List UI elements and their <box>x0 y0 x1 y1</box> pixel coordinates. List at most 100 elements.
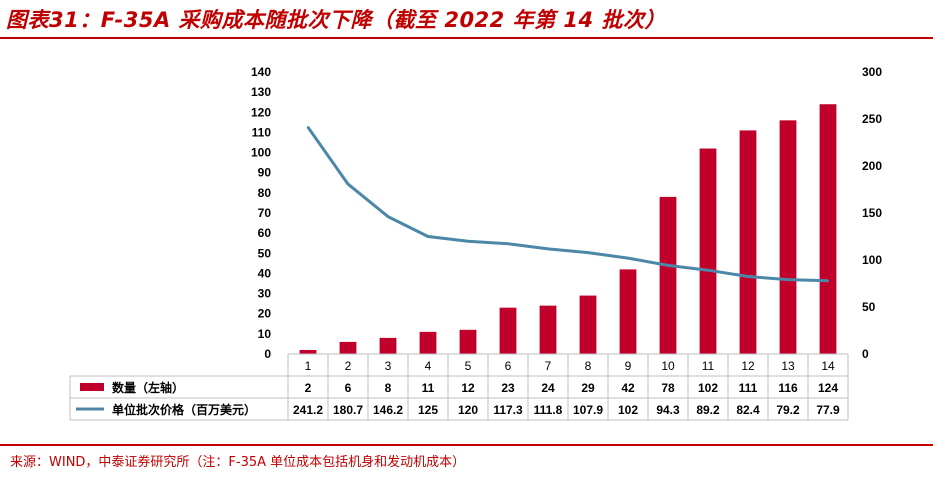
bar <box>499 307 517 354</box>
price-point <box>346 182 350 186</box>
y-left-tick-label: 60 <box>258 226 272 240</box>
source-rule <box>0 444 933 446</box>
table-cell-quantity: 78 <box>661 381 675 395</box>
table-cell-quantity: 124 <box>818 381 838 395</box>
price-point <box>746 275 750 278</box>
table-cell-quantity: 6 <box>345 381 352 395</box>
bar <box>579 295 597 354</box>
x-tick-label: 6 <box>505 359 512 373</box>
x-tick-label: 9 <box>625 359 632 373</box>
table-cell-price: 82.4 <box>736 403 760 417</box>
price-point <box>826 279 830 282</box>
table-cell-price: 107.9 <box>573 403 603 417</box>
table-cell-quantity: 42 <box>621 381 635 395</box>
y-left-tick-label: 70 <box>258 206 272 220</box>
y-left-tick-label: 10 <box>258 327 272 341</box>
y-left-tick-label: 40 <box>258 266 272 280</box>
price-point <box>626 256 630 260</box>
bar <box>339 341 357 354</box>
legend-swatch-bar <box>80 383 104 391</box>
table-cell-quantity: 11 <box>422 381 435 395</box>
x-tick-label: 11 <box>702 359 715 373</box>
table-cell-price: 89.2 <box>696 403 720 417</box>
table-cell-quantity: 111 <box>739 381 758 395</box>
bar <box>819 104 837 354</box>
chart-canvas: 0102030405060708090100110120130140050100… <box>69 65 882 421</box>
table-cell-price: 94.3 <box>656 403 680 417</box>
table-cell-quantity: 23 <box>501 381 515 395</box>
y-left-tick-label: 90 <box>258 166 272 180</box>
table-cell-quantity: 8 <box>385 381 392 395</box>
table-cell-price: 125 <box>418 403 438 417</box>
y-right-tick-label: 300 <box>862 65 882 79</box>
y-right-tick-label: 200 <box>862 159 882 173</box>
table-cell-price: 146.2 <box>373 403 403 417</box>
price-line <box>306 126 829 283</box>
y-left-tick-label: 120 <box>251 105 271 119</box>
chart-title: 图表31：F-35A 采购成本随批次下降（截至 2022 年第 14 批次） <box>6 8 666 32</box>
price-point <box>666 264 670 267</box>
y-right-tick-label: 0 <box>862 347 869 361</box>
y-right-tick-label: 100 <box>862 253 882 267</box>
legend-label-bar: 数量（左轴） <box>112 380 184 395</box>
table-cell-price: 79.2 <box>776 403 800 417</box>
y-right-tick-label: 150 <box>862 206 882 220</box>
price-point <box>306 126 310 129</box>
bar <box>619 269 637 354</box>
y-right-tick-label: 50 <box>862 300 876 314</box>
y-left-tick-label: 140 <box>251 65 271 79</box>
x-tick-label: 13 <box>781 359 795 373</box>
y-left-tick-label: 130 <box>251 85 271 99</box>
price-point <box>706 268 710 272</box>
table-cell-price: 120 <box>458 403 478 417</box>
x-tick-label: 12 <box>741 359 755 373</box>
price-point <box>586 251 590 254</box>
x-tick-label: 4 <box>425 359 432 373</box>
y-left-tick-label: 50 <box>258 246 272 260</box>
table-cell-price: 111.8 <box>534 403 563 417</box>
bar <box>779 120 797 354</box>
x-tick-label: 8 <box>585 359 592 373</box>
x-tick-label: 10 <box>661 359 675 373</box>
y-left-tick-label: 100 <box>251 146 271 160</box>
source-note: 来源：WIND，中泰证券研究所（注：F-35A 单位成本包括机身和发动机成本） <box>10 455 466 470</box>
table-cell-quantity: 29 <box>581 381 595 395</box>
x-tick-label: 7 <box>545 359 552 373</box>
table-cell-price: 117.3 <box>493 403 523 417</box>
table-cell-quantity: 12 <box>461 381 475 395</box>
bar <box>659 196 677 354</box>
table-cell-quantity: 102 <box>698 381 718 395</box>
price-point <box>466 240 470 243</box>
table-cell-price: 102 <box>618 403 638 417</box>
y-left-tick-label: 20 <box>258 307 272 321</box>
bar <box>419 331 437 354</box>
price-point <box>386 215 390 218</box>
table-cell-quantity: 2 <box>305 381 312 395</box>
price-point <box>506 242 510 245</box>
bar <box>539 305 557 354</box>
table-cell-price: 180.7 <box>333 403 363 417</box>
table-cell-price: 77.9 <box>816 403 840 417</box>
y-left-tick-label: 0 <box>264 347 271 361</box>
table-cell-quantity: 24 <box>541 381 555 395</box>
y-right-tick-label: 250 <box>862 112 882 126</box>
price-point <box>426 235 430 238</box>
bar <box>739 130 757 354</box>
bar <box>299 349 317 354</box>
bar <box>459 329 477 354</box>
table-cell-quantity: 116 <box>778 381 798 395</box>
x-tick-label: 5 <box>465 359 472 373</box>
bar <box>379 337 397 354</box>
y-left-tick-label: 30 <box>258 287 272 301</box>
x-tick-label: 2 <box>345 359 352 373</box>
title-rule <box>0 37 933 39</box>
table-cell-price: 241.2 <box>293 403 323 417</box>
y-left-tick-label: 80 <box>258 186 272 200</box>
x-tick-label: 14 <box>821 359 835 373</box>
price-point <box>786 278 790 281</box>
x-tick-label: 3 <box>385 359 392 373</box>
y-left-tick-label: 110 <box>252 125 272 139</box>
bar <box>699 148 717 354</box>
legend-label-line: 单位批次价格（百万美元） <box>112 402 256 417</box>
x-tick-label: 1 <box>305 359 312 373</box>
